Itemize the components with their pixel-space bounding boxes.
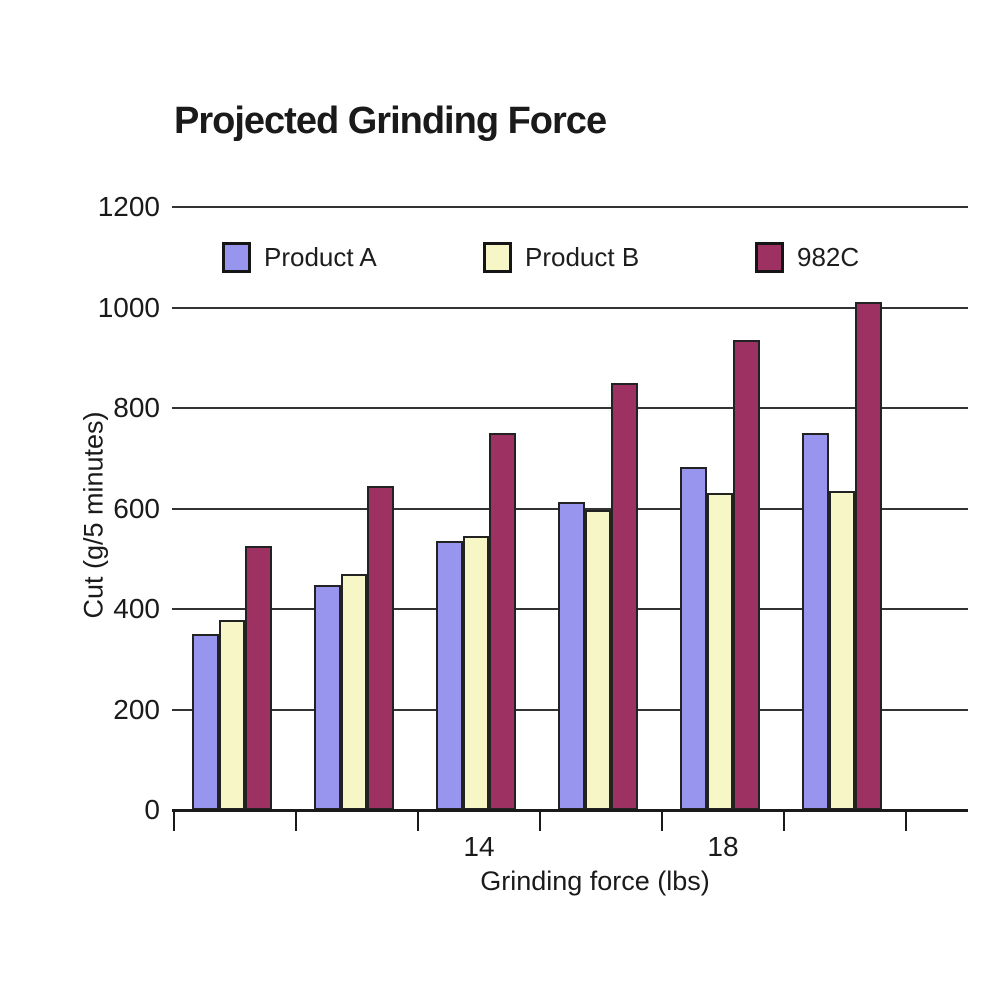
- bar-982c-group-4: [611, 382, 638, 810]
- bar-982c-group-2: [367, 485, 394, 810]
- legend-label-product-b: Product B: [525, 241, 640, 272]
- gridline-800: [172, 407, 968, 409]
- bar-product-a-group-6: [802, 433, 829, 810]
- x-tick-label-18: 18: [707, 831, 739, 862]
- y-tick-label-1000: 1000: [97, 291, 160, 323]
- y-tick-label-0: 0: [144, 794, 160, 825]
- x-axis-tick: [539, 811, 541, 831]
- bar-982c-group-5: [733, 340, 760, 810]
- bar-product-a-group-4: [558, 501, 585, 810]
- x-axis-title: Grinding force (lbs): [480, 866, 710, 896]
- y-tick-label-200: 200: [113, 693, 160, 725]
- gridline-1000: [172, 306, 968, 309]
- legend-label-982c: 982C: [797, 241, 860, 272]
- chart-title: Projected Grinding Force: [174, 100, 607, 142]
- bar-982c-group-3: [489, 432, 516, 810]
- legend-item-product-b: Product B: [483, 241, 639, 273]
- bar-product-a-group-5: [680, 466, 707, 810]
- x-axis-tick: [905, 811, 907, 831]
- bar-product-a-group-3: [436, 540, 463, 810]
- x-tick-label-14: 14: [463, 831, 495, 862]
- bar-product-b-group-5: [706, 492, 733, 810]
- bar-product-b-group-2: [340, 573, 367, 810]
- x-axis-tick: [295, 811, 297, 831]
- bar-982c-group-1: [245, 546, 272, 810]
- bar-product-a-group-1: [192, 634, 219, 810]
- x-axis-line: [172, 809, 968, 812]
- legend-swatch-982c: [755, 241, 784, 273]
- legend-swatch-product-a: [222, 241, 251, 273]
- y-tick-label-600: 600: [113, 492, 160, 524]
- bar-product-a-group-2: [314, 585, 341, 810]
- y-tick-label-800: 800: [113, 392, 160, 423]
- bar-product-b-group-4: [584, 509, 611, 810]
- x-axis-tick: [417, 811, 419, 831]
- y-tick-label-1200: 1200: [97, 191, 160, 222]
- legend-item-product-a: Product A: [222, 241, 377, 273]
- y-tick-label-400: 400: [113, 593, 160, 624]
- gridline-1200: [172, 206, 968, 208]
- legend-swatch-product-b: [483, 241, 512, 273]
- bar-product-b-group-6: [828, 490, 855, 810]
- x-axis-tick: [783, 811, 785, 831]
- bar-product-b-group-3: [462, 535, 489, 810]
- x-axis-tick: [661, 811, 663, 831]
- x-axis-tick: [173, 811, 175, 831]
- bar-product-b-group-1: [218, 619, 245, 810]
- bar-982c-group-6: [855, 302, 882, 810]
- legend-label-product-a: Product A: [264, 241, 377, 272]
- legend-item-982c: 982C: [755, 241, 859, 273]
